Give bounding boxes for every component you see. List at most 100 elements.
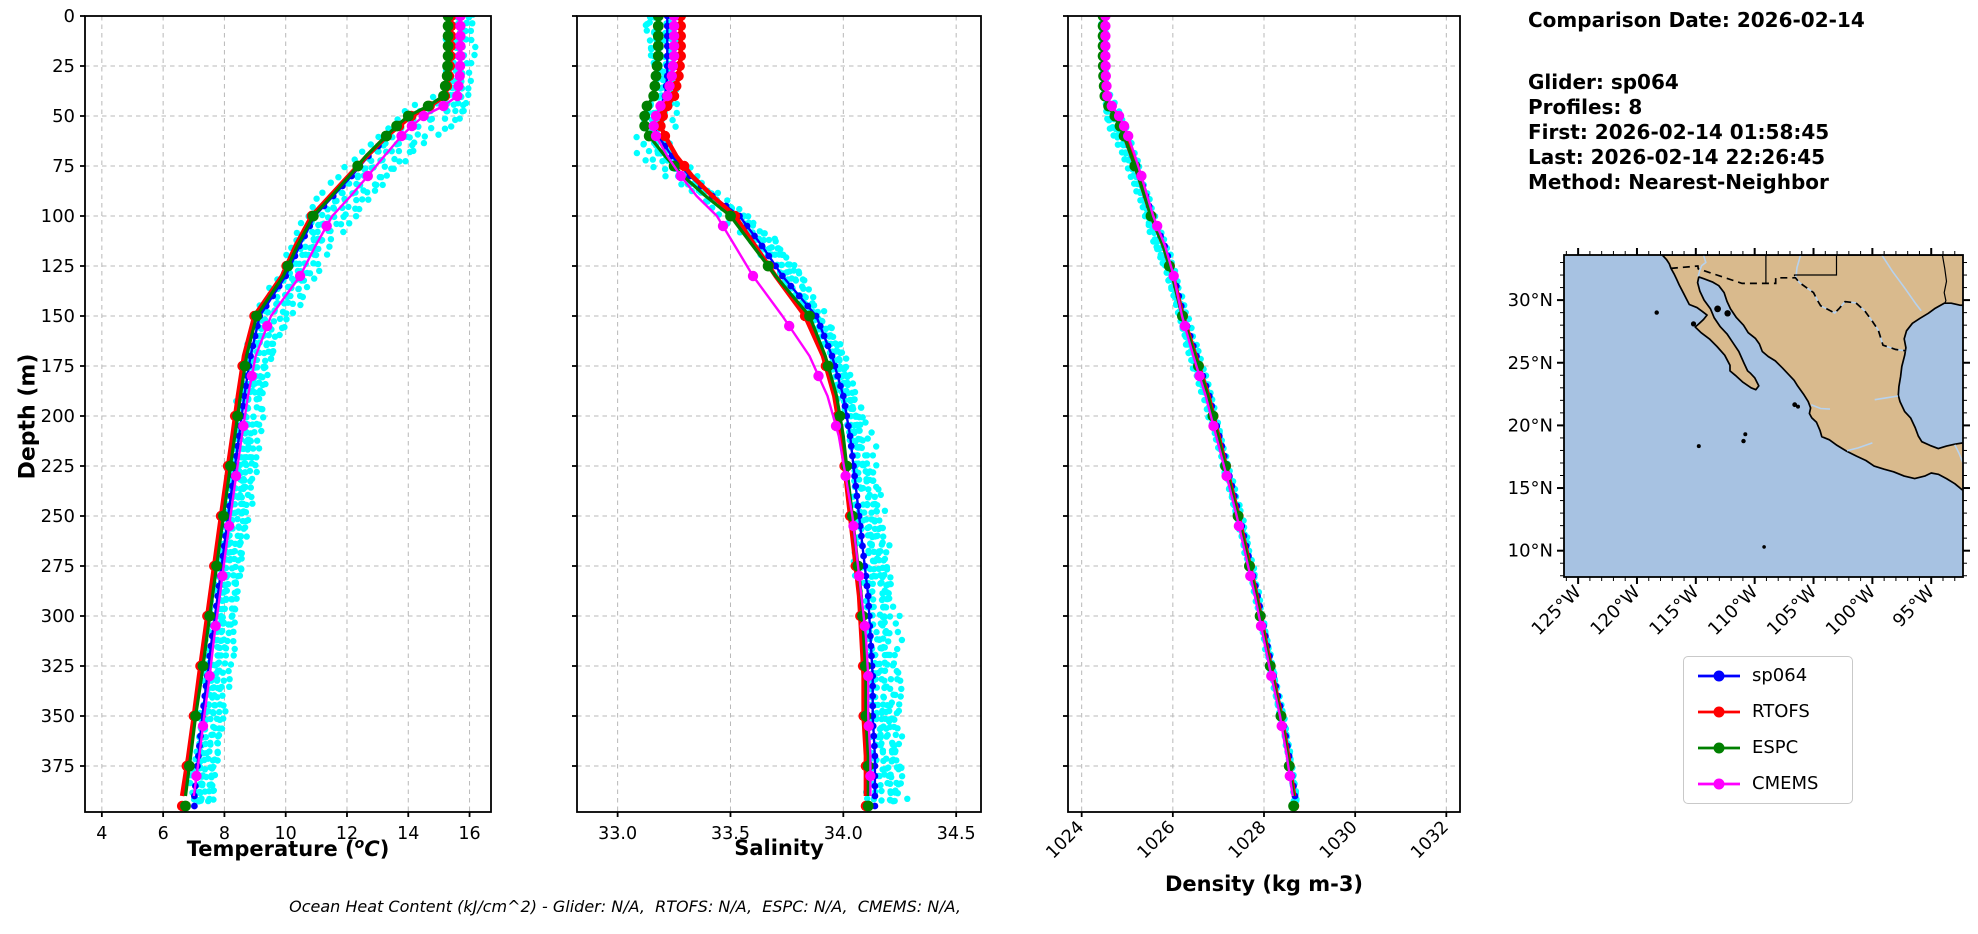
map-area [1564,255,1969,577]
method: Method: Nearest-Neighbor [1528,170,1829,194]
CMEMS-markers [191,16,466,782]
RTOFS-line [1101,16,1297,797]
CMEMS-markers [648,16,876,782]
ESPC-markers [1097,16,1299,812]
salinity-panel: 33.0 33.5 34.0 34.5 [572,15,982,844]
island [1792,402,1798,408]
svg-text:175: 175 [41,356,75,377]
legend-item-RTOFS: RTOFS [1696,703,1840,721]
profiles-count: Profiles: 8 [1528,95,1643,119]
CMEMS-line [652,16,872,796]
CMEMS-line [1104,16,1294,797]
location-map: 10°N 15°N 20°N 25°N 30°N 125°W 120°W 115°W 110°W… [1508,248,1970,640]
glider-scatter-profile [644,16,895,804]
legend-line-marker-icon [1698,706,1740,718]
svg-text:12: 12 [336,824,358,844]
svg-text:0: 0 [64,6,75,27]
legend-item-CMEMS: CMEMS [1696,775,1840,793]
svg-text:25: 25 [52,56,75,77]
island [1743,432,1748,437]
island [1796,404,1800,409]
svg-text:1024: 1024 [1043,817,1089,863]
svg-text:1028: 1028 [1225,817,1271,863]
salinity-ticks: 33.0 33.5 34.0 34.5 [572,15,976,844]
CMEMS-markers [1100,16,1296,782]
sp064-line [1103,16,1297,797]
legend: sp064 RTOFS ESPC CMEMS [1683,656,1853,804]
svg-text:50: 50 [52,106,75,127]
svg-text:1032: 1032 [1407,817,1453,863]
river [1810,403,1831,410]
river [1697,255,1707,277]
temperature-grid [85,15,491,812]
ESPC-markers [180,16,454,812]
density-panel: 1024 1026 1028 1030 1032 [1043,15,1461,863]
svg-text:34.0: 34.0 [824,824,863,844]
salinity-frame [576,15,982,813]
svg-text:110°W: 110°W [1704,582,1762,640]
last-profile-time: Last: 2026-02-14 22:26:45 [1528,145,1826,169]
svg-text:325: 325 [41,656,75,677]
svg-text:6: 6 [158,824,169,844]
density-axis-label: Density (kg m-3) [1164,872,1364,896]
svg-text:125°W: 125°W [1528,582,1586,640]
svg-text:275: 275 [41,556,75,577]
island [1741,438,1746,444]
temperature-ticks: 4 6 8 10 12 14 16 0 25 50 75 100 125 150 175 200 225 250 2… [41,6,481,844]
svg-text:33.0: 33.0 [598,824,637,844]
density-ticks: 1024 1026 1028 1030 1032 [1043,15,1453,863]
island [1654,310,1659,315]
temperature-data [176,16,479,812]
ocean-heat-content-note: Ocean Heat Content (kJ/cm^2) - Glider: N… [289,897,961,916]
svg-text:120°W: 120°W [1586,582,1644,640]
svg-text:115°W: 115°W [1645,582,1703,640]
svg-text:34.5: 34.5 [937,824,976,844]
state-border [1793,255,1838,277]
svg-text:100°W: 100°W [1822,582,1880,640]
svg-text:1026: 1026 [1134,817,1180,863]
svg-text:100: 100 [41,206,75,227]
river [1874,395,1899,401]
svg-text:33.5: 33.5 [711,824,750,844]
CMEMS-line [192,16,462,797]
svg-text:375: 375 [41,756,75,777]
legend-line-marker-icon [1698,778,1740,790]
svg-text:225: 225 [41,456,75,477]
legend-line-marker-icon [1698,742,1740,754]
river [1965,255,1969,298]
svg-text:14: 14 [397,824,419,844]
legend-line-marker-icon [1698,670,1740,682]
glider-scatter-profile [187,16,454,803]
glider-name: Glider: sp064 [1528,70,1679,94]
ESPC-markers [639,16,874,812]
legend-item-ESPC: ESPC [1696,739,1840,757]
salinity-axis-label: Salinity [734,836,824,860]
legend-label: RTOFS [1752,701,1810,722]
us-mexico-border [1670,265,1907,352]
svg-text:30°N: 30°N [1508,290,1553,311]
sp064-markers [191,16,453,810]
island [1696,444,1701,449]
river [1846,442,1873,452]
first-profile-time: First: 2026-02-14 01:58:45 [1528,120,1830,144]
glider-scatter-profile [649,16,894,804]
svg-text:1030: 1030 [1316,817,1362,863]
svg-text:20°N: 20°N [1508,415,1553,436]
island [1762,545,1766,549]
state-border [1941,255,1948,304]
depth-axis-label: Depth (m) [15,353,41,480]
svg-text:25°N: 25°N [1508,353,1553,374]
salinity-grid [577,15,981,812]
density-data [1097,16,1300,812]
svg-text:16: 16 [458,824,480,844]
island [1724,310,1731,317]
river [1881,255,1922,312]
svg-text:250: 250 [41,506,75,527]
svg-text:350: 350 [41,706,75,727]
temperature-panel: 4 6 8 10 12 14 16 0 25 50 75 100 125 150 175 200 225 250 2… [41,6,492,844]
river [1954,444,1963,464]
RTOFS-line [658,16,869,796]
temperature-frame [84,15,492,813]
